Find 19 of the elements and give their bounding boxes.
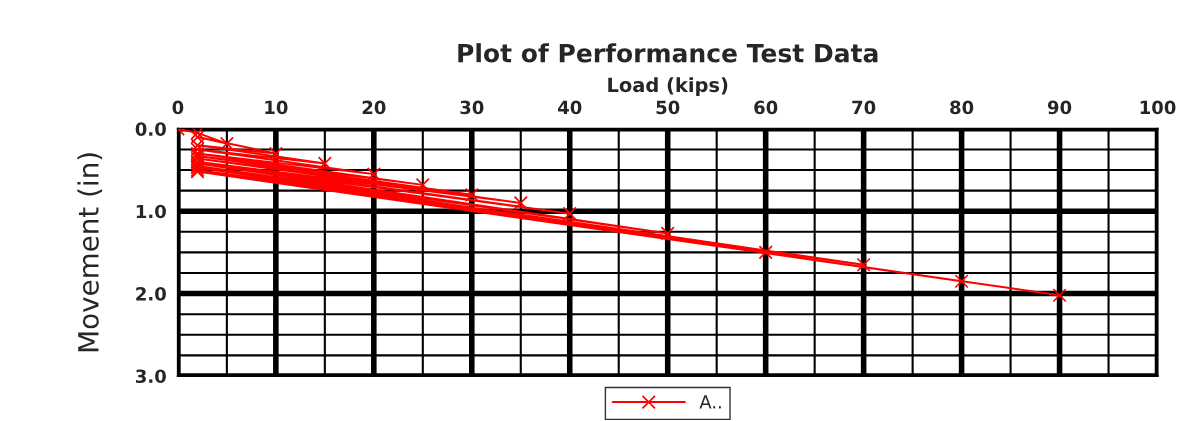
x-tick-label: 90	[1047, 100, 1072, 115]
x-tick-label: 30	[460, 100, 484, 115]
x-tick-label: 0	[172, 100, 184, 115]
x-tick-label: 50	[656, 100, 680, 115]
x-tick-label: 80	[950, 100, 974, 115]
y-tick-label: 1.0	[136, 204, 166, 219]
y-axis-title: Movement (in)	[77, 153, 103, 352]
x-axis-title: Load (kips)	[608, 77, 728, 96]
x-tick-label: 10	[265, 100, 288, 115]
x-tick-label: 100	[1140, 100, 1176, 115]
x-tick-label: 40	[558, 100, 582, 115]
chart-title: Plot of Performance Test Data	[458, 43, 878, 63]
y-tick-label: 2.0	[136, 287, 166, 301]
y-tick-label: 0.0	[135, 122, 166, 136]
y-tick-label: 3.0	[136, 369, 166, 384]
x-tick-label: 70	[852, 100, 876, 115]
x-tick-label: 60	[754, 100, 778, 115]
x-tick-label: 20	[362, 100, 386, 115]
legend-label: A..	[699, 395, 721, 409]
